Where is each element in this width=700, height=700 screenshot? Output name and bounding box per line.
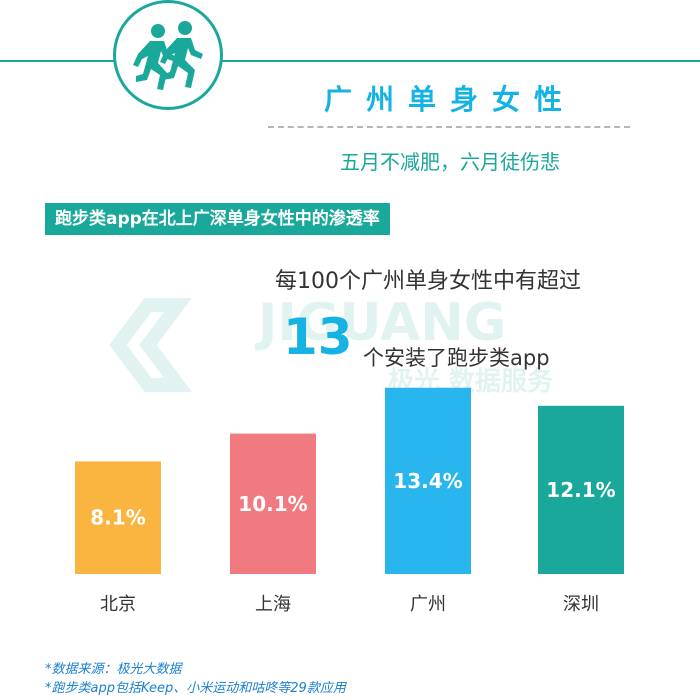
bar-value-label: 8.1% bbox=[90, 506, 145, 530]
page-title: 广州单身女性 bbox=[323, 83, 576, 116]
section-banner: 跑步类app在北上广深单身女性中的渗透率 bbox=[45, 203, 390, 235]
bar-深圳 bbox=[538, 405, 624, 574]
headline-line2: 个安装了跑步类app bbox=[363, 346, 550, 370]
bar-北京 bbox=[75, 461, 161, 574]
bar-广州 bbox=[385, 387, 471, 574]
bar-value-label: 10.1% bbox=[238, 492, 307, 516]
headline-line1: 每100个广州单身女性中有超过 bbox=[275, 269, 581, 294]
page-subtitle: 五月不减肥，六月徒伤悲 bbox=[340, 150, 560, 174]
category-label: 上海 bbox=[255, 594, 291, 615]
title-divider bbox=[268, 126, 630, 128]
category-label: 北京 bbox=[100, 594, 136, 615]
logo-badge bbox=[113, 0, 223, 110]
header-divider bbox=[0, 60, 700, 62]
bar-value-label: 13.4% bbox=[393, 469, 462, 493]
footnote-source: *数据来源：极光大数据 bbox=[45, 662, 182, 677]
running-people-icon bbox=[133, 21, 203, 90]
category-label: 广州 bbox=[410, 594, 446, 615]
category-label: 深圳 bbox=[563, 594, 599, 615]
bar-上海 bbox=[230, 433, 316, 574]
penetration-bar-chart: 8.1% 北京 10.1% 上海 13.4% 广州 12.1% 深圳 bbox=[75, 387, 624, 615]
headline-number: 13 bbox=[283, 308, 353, 366]
bar-value-label: 12.1% bbox=[546, 478, 615, 502]
footnote-apps: *跑步类app包括Keep、小米运动和咕咚等29款应用 bbox=[45, 681, 346, 696]
